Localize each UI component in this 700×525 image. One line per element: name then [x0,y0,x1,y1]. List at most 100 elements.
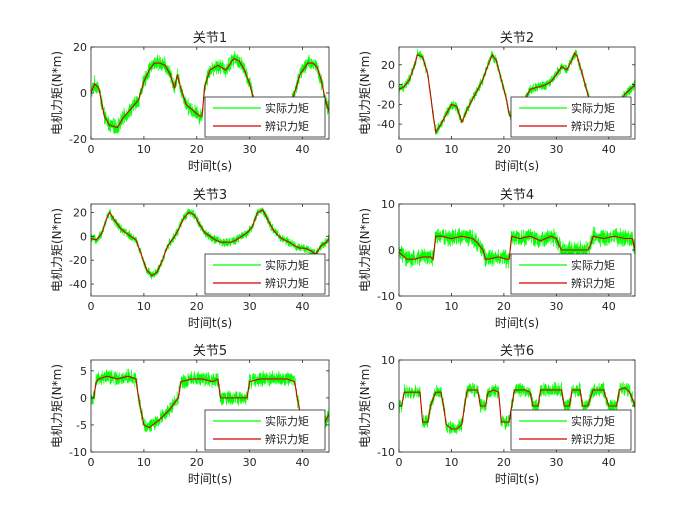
x-tick-label: 30 [549,456,563,469]
subplot-2: 0 10 20 30 40 -40 -20 0 20 关节2 时间t(s) 电机力矩(N*m) 实际力矩… [358,31,636,173]
axes-box [398,46,636,140]
x-tick-label: 10 [137,300,151,313]
legend-label: 实际力矩 [265,258,309,272]
x-tick-label: 20 [497,300,511,313]
legend-label: 实际力矩 [265,414,309,428]
y-tick-label: -10 [69,446,87,459]
series-actual-line [399,226,635,269]
x-tick-label: 30 [549,143,563,156]
subplot-title: 关节1 [193,31,227,46]
y-tick-label: 20 [73,206,87,219]
axes-box [90,203,330,297]
y-tick-label: -20 [69,254,87,267]
subplot-3: 0 10 20 30 40 -40 -20 0 20 关节3 时间t(s) 电机力矩(N*m) 实际力矩… [50,188,330,330]
series-identified-line [91,57,329,129]
legend-box [510,253,632,295]
y-tick-label: 5 [80,365,87,378]
legend-label: 实际力矩 [571,414,615,428]
x-tick-label: 40 [296,143,310,156]
series-identified-line [91,375,329,431]
x-tick-label: 10 [137,456,151,469]
y-tick-label: -20 [377,98,395,111]
y-tick-label: 0 [388,244,395,257]
series-identified-line [399,235,635,261]
x-tick-label: 10 [444,143,458,156]
x-tick-label: 10 [444,300,458,313]
axes-box [90,359,330,453]
x-tick-label: 0 [88,456,95,469]
y-tick-label: -20 [69,133,87,146]
series-identified-line [399,386,635,430]
y-axis-label: 电机力矩(N*m) [358,364,372,448]
x-tick-label: 40 [296,300,310,313]
y-tick-label: 10 [381,354,395,367]
x-axis-label: 时间t(s) [495,472,539,486]
y-axis-label: 电机力矩(N*m) [358,208,372,292]
series-identified-line [399,51,635,134]
y-tick-label: 0 [388,400,395,413]
subplot-title: 关节3 [193,188,227,203]
subplot-5: 0 10 20 30 40 -10 -5 0 5 关节5 时间t(s) 电机力矩(N*m) 实际力矩辨识… [50,344,330,486]
x-axis-label: 时间t(s) [495,316,539,330]
legend-box [204,253,326,295]
legend-label: 实际力矩 [571,258,615,272]
x-tick-label: 40 [602,456,616,469]
x-axis-label: 时间t(s) [188,159,232,173]
subplot-title: 关节4 [500,188,534,203]
y-tick-label: -40 [377,118,395,131]
y-tick-label: -10 [377,290,395,303]
x-tick-label: 30 [549,300,563,313]
x-tick-label: 0 [396,456,403,469]
legend-label: 辨识力矩 [265,119,309,133]
legend-box [510,409,632,451]
legend-label: 辨识力矩 [265,432,309,446]
x-tick-label: 10 [137,143,151,156]
legend-label: 辨识力矩 [265,276,309,290]
series-actual-line [399,381,635,435]
legend-label: 辨识力矩 [571,432,615,446]
y-tick-label: 0 [388,79,395,92]
x-tick-label: 40 [602,143,616,156]
subplot-title: 关节5 [193,344,227,359]
subplot-title: 关节2 [500,31,534,46]
x-tick-label: 20 [497,456,511,469]
x-tick-label: 40 [296,456,310,469]
y-axis-label: 电机力矩(N*m) [50,51,64,135]
y-axis-label: 电机力矩(N*m) [50,364,64,448]
y-tick-label: 0 [80,87,87,100]
x-tick-label: 20 [190,143,204,156]
x-tick-label: 0 [88,143,95,156]
y-axis-label: 电机力矩(N*m) [50,208,64,292]
legend-label: 辨识力矩 [571,276,615,290]
y-axis-label: 电机力矩(N*m) [358,51,372,135]
legend-label: 辨识力矩 [571,119,615,133]
x-tick-label: 30 [243,143,257,156]
y-tick-label: 0 [80,230,87,243]
y-tick-label: 0 [80,392,87,405]
x-tick-label: 0 [396,143,403,156]
y-tick-label: -40 [69,278,87,291]
x-tick-label: 10 [444,456,458,469]
y-tick-label: 20 [73,41,87,54]
legend-box [204,409,326,451]
x-tick-label: 20 [190,456,204,469]
legend-label: 实际力矩 [265,101,309,115]
x-tick-label: 30 [243,300,257,313]
x-tick-label: 0 [396,300,403,313]
x-tick-label: 30 [243,456,257,469]
x-tick-label: 20 [190,300,204,313]
x-axis-label: 时间t(s) [188,472,232,486]
x-axis-label: 时间t(s) [188,316,232,330]
legend-box [510,96,632,138]
x-tick-label: 0 [88,300,95,313]
